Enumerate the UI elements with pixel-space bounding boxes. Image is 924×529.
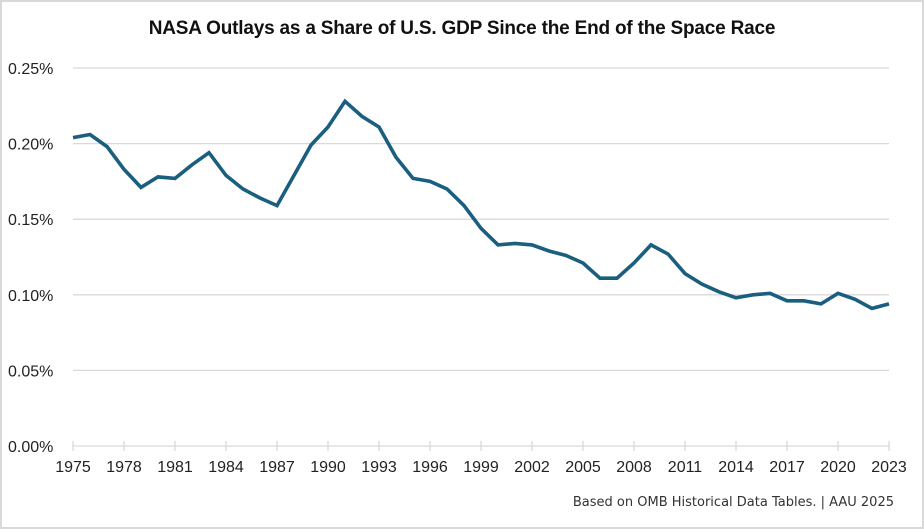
chart-title: NASA Outlays as a Share of U.S. GDP Sinc… (148, 18, 776, 39)
x-tick-label: 1990 (310, 459, 346, 476)
x-tick-label: 2017 (769, 459, 805, 476)
x-tick-label: 1984 (208, 459, 244, 476)
y-tick-label: 0.20% (8, 137, 53, 154)
y-tick-label: 0.15% (8, 212, 53, 229)
x-tick-label: 1981 (157, 459, 193, 476)
y-tick-label: 0.10% (8, 288, 53, 305)
x-tick-label: 2008 (616, 459, 652, 476)
x-tick-label: 2023 (871, 459, 907, 476)
gridlines (73, 67, 889, 372)
x-tick-label: 2014 (718, 459, 754, 476)
x-tick-label: 2002 (514, 459, 550, 476)
x-tick-label: 1996 (412, 459, 448, 476)
series-group (72, 98, 890, 311)
series-line (72, 98, 890, 311)
x-tick-label: 2005 (565, 459, 601, 476)
x-tick-label: 2020 (820, 459, 856, 476)
x-tick-label: 1993 (361, 459, 397, 476)
y-tick-label: 0.00% (8, 439, 53, 456)
source-note: Based on OMB Historical Data Tables. | A… (572, 495, 894, 510)
x-tick-label: 1978 (106, 459, 142, 476)
x-tick-label: 1999 (463, 459, 499, 476)
x-axis (72, 441, 890, 451)
x-tick-label: 1987 (259, 459, 295, 476)
y-tick-label: 0.05% (8, 363, 53, 380)
y-axis-tick-labels: 0.00% 0.05% 0.10% 0.15% 0.20% 0.25% (8, 61, 53, 456)
x-axis-tick-labels: 1975 1978 1981 1984 1987 1990 1993 1996 1999 2002… (55, 459, 907, 476)
x-tick-label: 2011 (668, 459, 703, 476)
x-tick-label: 1975 (55, 459, 91, 476)
y-tick-label: 0.25% (8, 61, 53, 78)
